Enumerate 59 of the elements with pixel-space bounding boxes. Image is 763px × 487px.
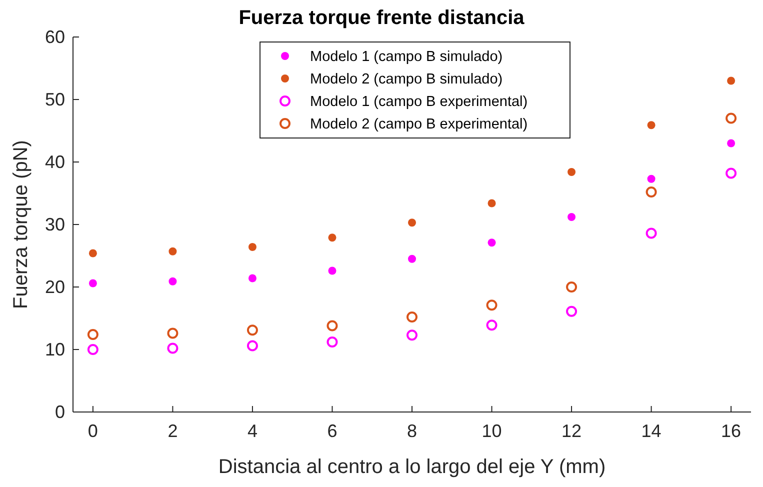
point xyxy=(726,168,737,179)
x-tick-label: 12 xyxy=(562,421,582,441)
point xyxy=(566,282,578,292)
x-tick-label: 6 xyxy=(327,421,338,441)
x-tick-label: 10 xyxy=(482,421,502,441)
point xyxy=(647,174,656,183)
point xyxy=(488,199,496,208)
legend-label: Modelo 1 (campo B simulado) xyxy=(310,49,503,65)
x-tick-label: 2 xyxy=(168,421,178,441)
x-tick-label: 8 xyxy=(406,421,418,441)
chart-title: Fuerza torque frente distancia xyxy=(238,7,526,29)
point xyxy=(168,247,177,256)
point xyxy=(248,243,256,251)
x-tick-label: 0 xyxy=(88,421,98,441)
point xyxy=(87,344,98,355)
point xyxy=(246,340,258,352)
y-tick-label: 60 xyxy=(44,27,65,47)
point xyxy=(566,306,578,317)
x-tick-label: 14 xyxy=(641,421,662,441)
point xyxy=(486,300,498,311)
y-tick-label: 10 xyxy=(44,340,65,360)
point xyxy=(167,328,178,339)
x-tick-label: 4 xyxy=(247,421,258,441)
y-tick-label: 20 xyxy=(44,277,65,297)
point xyxy=(406,330,418,341)
legend-label: Modelo 2 (campo B simulado) xyxy=(310,72,503,88)
point xyxy=(408,218,416,227)
x-tick-label: 16 xyxy=(721,421,742,441)
point xyxy=(408,254,416,263)
point xyxy=(727,139,736,148)
legend-label: Modelo 2 (campo B experimental) xyxy=(310,116,528,132)
y-tick-label: 40 xyxy=(44,152,65,172)
x-axis-title: Distancia al centro a lo largo del eje Y (mm) xyxy=(218,456,606,478)
legend-label: Modelo 1 (campo B experimental) xyxy=(310,94,528,110)
y-tick-label: 50 xyxy=(44,90,65,110)
point xyxy=(88,279,97,288)
point xyxy=(568,168,576,176)
y-tick-label: 30 xyxy=(44,214,65,234)
point xyxy=(328,234,336,242)
point xyxy=(646,186,657,198)
point xyxy=(168,277,177,286)
y-axis-title: Fuerza torque (pN) xyxy=(10,140,32,309)
point xyxy=(326,336,338,348)
point xyxy=(486,320,498,331)
point xyxy=(246,324,258,336)
point xyxy=(87,329,98,340)
point xyxy=(646,228,657,239)
point xyxy=(727,76,736,85)
point xyxy=(248,274,256,282)
point xyxy=(406,312,418,322)
point xyxy=(326,320,338,332)
y-tick-label: 0 xyxy=(54,402,65,422)
point xyxy=(328,266,336,275)
point xyxy=(647,121,656,130)
point xyxy=(88,249,97,258)
point xyxy=(568,213,576,221)
point xyxy=(726,112,737,124)
point xyxy=(167,342,178,354)
point xyxy=(488,238,496,247)
